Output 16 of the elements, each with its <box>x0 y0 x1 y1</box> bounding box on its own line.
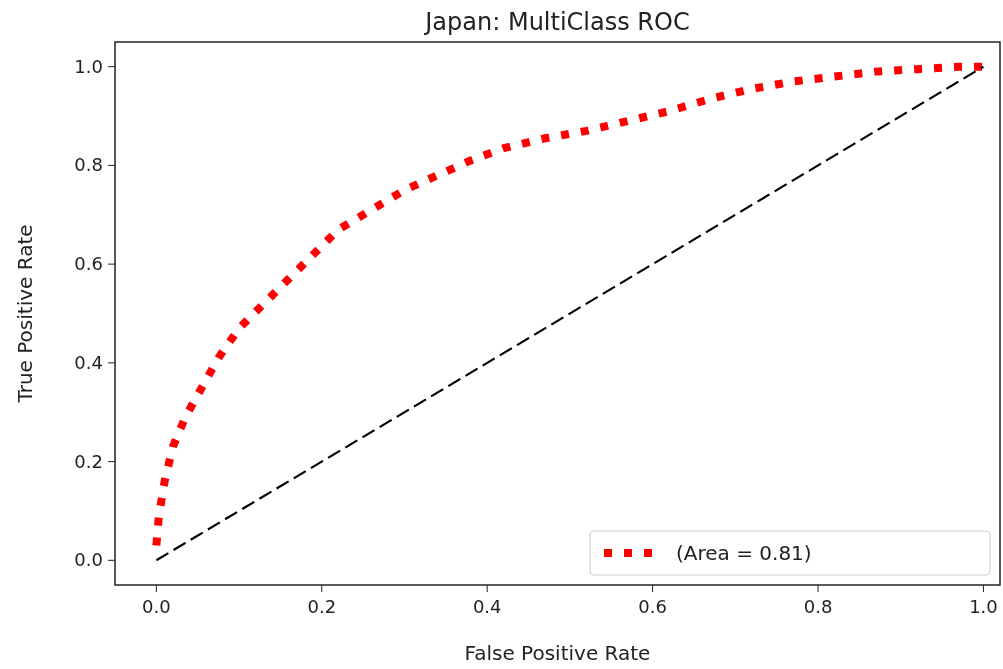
y-tick-label: 0.6 <box>74 253 103 275</box>
x-tick-label: 0.8 <box>803 596 833 617</box>
x-tick-label: 0.4 <box>472 596 502 617</box>
y-tick-label: 0.4 <box>74 351 103 373</box>
x-tick-label: 0.2 <box>307 596 337 617</box>
y-tick-label: 1.0 <box>74 55 103 77</box>
legend-label: (Area = 0.81) <box>676 541 812 565</box>
x-tick-label: 0.6 <box>638 596 667 617</box>
x-tick-label: 0.0 <box>142 596 171 617</box>
chart-title: Japan: MultiClass ROC <box>423 8 690 36</box>
x-tick-label: 1.0 <box>969 596 998 617</box>
y-tick-label: 0.8 <box>74 154 103 176</box>
y-tick-label: 0.0 <box>74 549 103 571</box>
y-axis-title: True Positive Rate <box>13 224 37 404</box>
x-axis-title: False Positive Rate <box>464 641 651 665</box>
y-tick-label: 0.2 <box>74 450 103 472</box>
